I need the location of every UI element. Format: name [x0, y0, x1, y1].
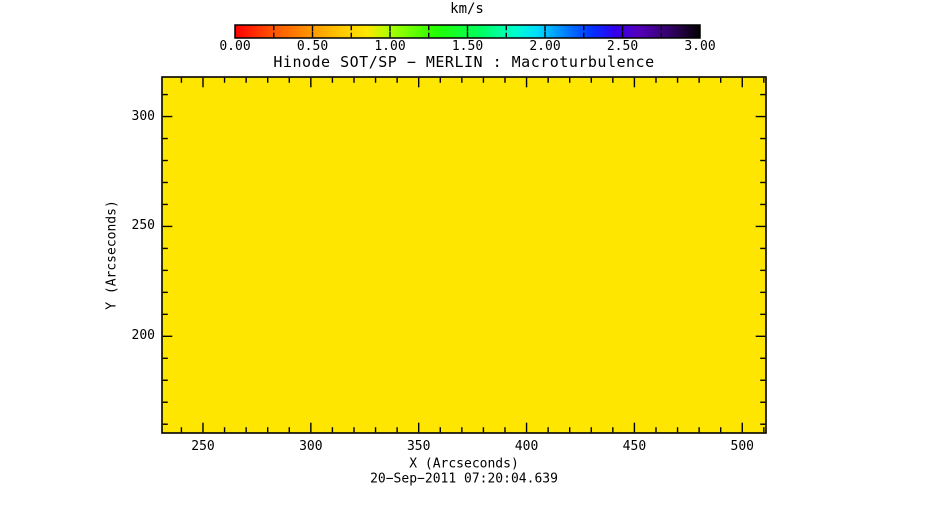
- colorbar-tick-label: 3.00: [684, 39, 716, 54]
- y-tick-label: 300: [131, 108, 155, 124]
- colorbar-tick-label: 1.00: [374, 39, 406, 54]
- colorbar-tick-label: 2.50: [606, 39, 639, 54]
- y-tick-label: 250: [131, 218, 155, 234]
- x-tick-label: 500: [730, 439, 755, 454]
- x-tick-label: 250: [191, 439, 215, 454]
- plot-frame: [161, 76, 767, 434]
- x-tick-label: 300: [299, 439, 323, 454]
- colorbar-tick-label: 2.00: [529, 39, 561, 54]
- colorbar-tick-label: 1.50: [451, 39, 484, 54]
- timestamp: 20−Sep−2011 07:20:04.639: [370, 471, 558, 487]
- colorbar-tick-label: 0.00: [219, 39, 251, 54]
- x-tick-label: 350: [406, 439, 431, 454]
- y-tick-label: 200: [131, 328, 155, 344]
- x-tick-label: 400: [514, 439, 539, 454]
- plot-title: Hinode SOT/SP − MERLIN : Macroturbulence: [273, 53, 655, 71]
- axis-ticks: [162, 77, 766, 433]
- heatmap-fill: [162, 77, 766, 433]
- x-axis-label: X (Arcseconds): [409, 456, 519, 472]
- colorbar-tick-label: 0.50: [296, 39, 329, 54]
- colorbar-unit-label: km/s: [450, 1, 484, 17]
- x-tick-label: 450: [622, 439, 647, 454]
- y-axis-label: Y (Arcseconds): [104, 200, 120, 310]
- colorbar-ticks: [273, 25, 662, 38]
